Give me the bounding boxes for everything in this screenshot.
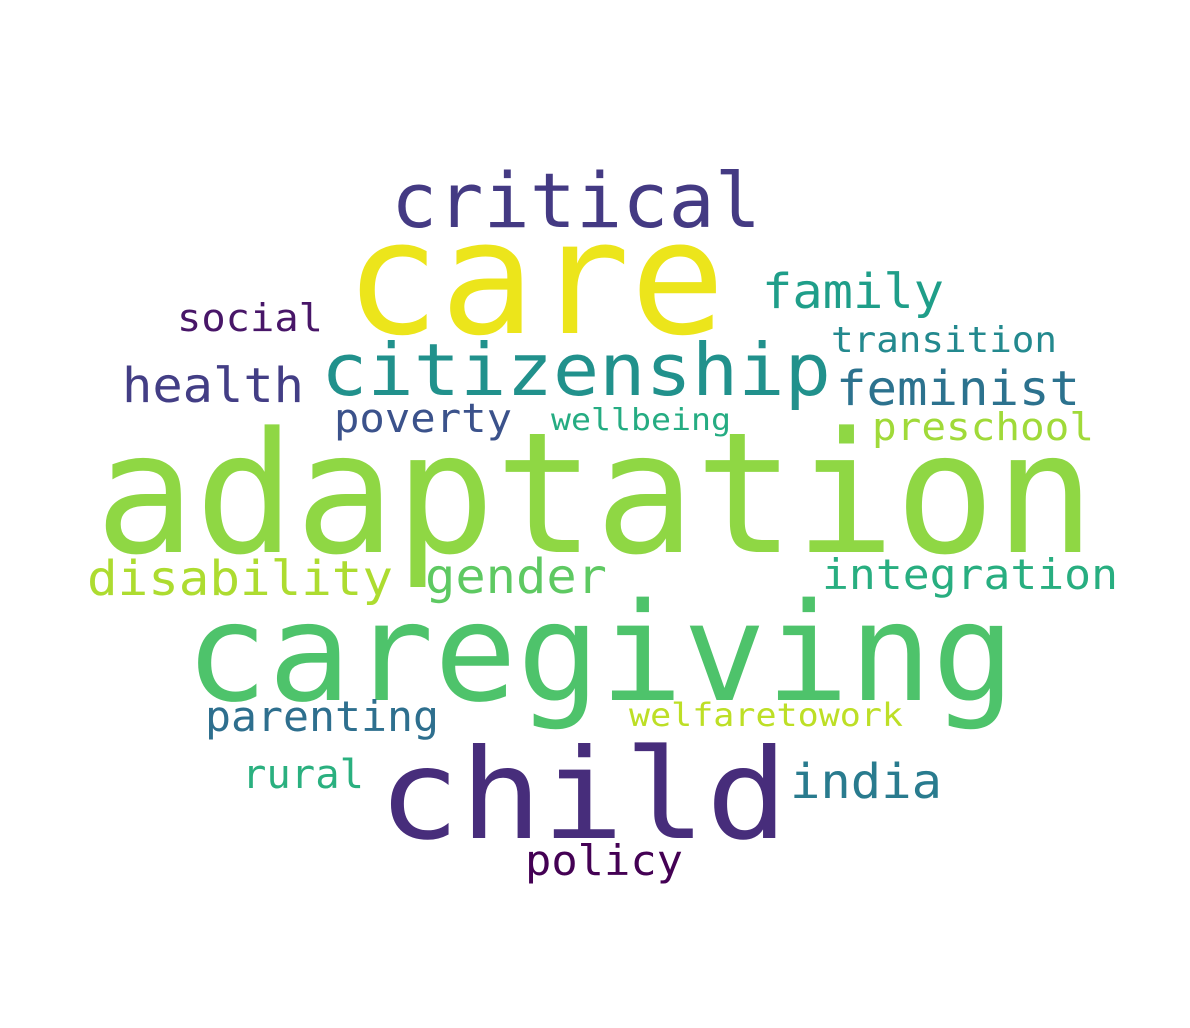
word-citizenship: citizenship	[321, 328, 831, 412]
word-welfaretowork: welfaretowork	[629, 696, 903, 734]
word-care: care	[345, 187, 726, 371]
word-family: family	[762, 264, 944, 320]
word-feminist: feminist	[836, 361, 1080, 417]
word-india: india	[790, 754, 942, 810]
word-adaptation: adaptation	[95, 396, 1095, 592]
word-rural: rural	[242, 752, 364, 798]
word-child: child	[378, 723, 788, 868]
word-critical: critical	[391, 156, 761, 245]
word-integration: integration	[822, 550, 1118, 599]
word-wellbeing: wellbeing	[551, 403, 731, 438]
word-policy: policy	[525, 836, 683, 885]
word-parenting: parenting	[205, 692, 439, 741]
word-transition: transition	[831, 320, 1057, 361]
word-caregiving: caregiving	[185, 575, 1015, 733]
word-preschool: preschool	[872, 405, 1094, 449]
word-gender: gender	[425, 549, 607, 605]
word-disability: disability	[87, 551, 393, 607]
word-poverty: poverty	[334, 396, 512, 442]
word-health: health	[122, 358, 304, 414]
word-social: social	[177, 296, 323, 340]
